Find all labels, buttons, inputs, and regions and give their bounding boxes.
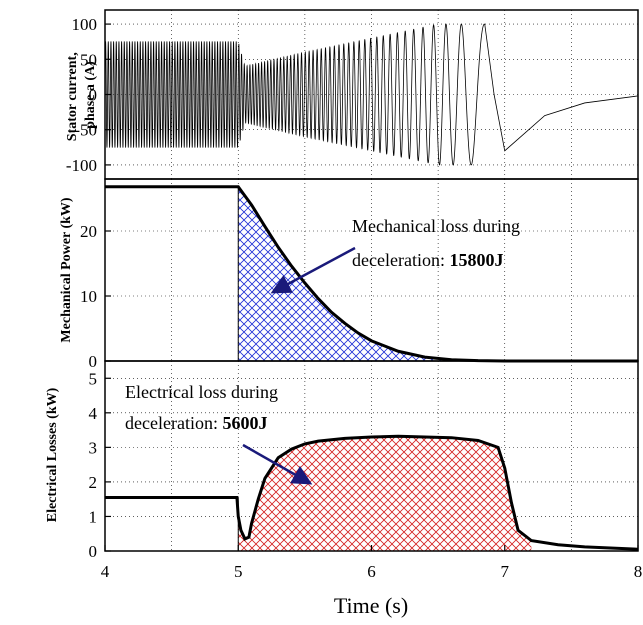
y-tick-label: 2: [89, 473, 98, 492]
x-tick-label: 7: [501, 562, 510, 581]
y-axis-label: Electrical Losses (kW): [45, 387, 60, 522]
shaded-area: [238, 436, 532, 551]
x-tick-label: 5: [234, 562, 243, 581]
y-axis-label-line1: Stator current,: [65, 52, 80, 141]
y-axis-label: Stator current, phase a (A): [65, 49, 98, 141]
plot-frame: [104, 178, 639, 362]
annotation-value: 5600J: [222, 413, 267, 433]
annotation-arrow: [270, 246, 356, 294]
x-axis-label: Time (s): [334, 593, 408, 618]
y-tick-label: 0: [89, 352, 98, 371]
plot-series: [104, 23, 639, 166]
y-tick-label: 50: [80, 50, 97, 69]
annotation-line1: Electrical loss during: [125, 382, 278, 402]
plot-series: [105, 434, 639, 551]
y-tick-label: 10: [80, 287, 97, 306]
y-tick-label: 100: [72, 15, 98, 34]
stator-current-panel: -100 -50 0 50 100 Stator current, phase a (A…: [65, 9, 639, 180]
annotation-line2-text: deceleration:: [352, 250, 449, 270]
annotation-arrow: [242, 443, 313, 485]
annotation-line1: Mechanical loss during: [352, 216, 520, 236]
y-tick-label: 3: [89, 438, 98, 457]
y-tick-labels: -100 -50 0 50 100: [66, 15, 97, 175]
grid: [105, 179, 638, 362]
x-tick-label: 8: [634, 562, 643, 581]
y-axis-label: Mechanical Power (kW): [59, 197, 74, 342]
mechanical-power-panel: 0 10 20 Mechanical Power (kW) Mechanical l…: [59, 178, 639, 371]
electrical-losses-panel: 0 1 2 3 4 5 4 5 6 7 8 Electrical Losses (kW) Elec…: [45, 360, 643, 618]
y-tick-label: 20: [80, 222, 97, 241]
annotation-line2: deceleration: 5600J: [125, 413, 267, 433]
annotation-line2-text: deceleration:: [125, 413, 222, 433]
annotation-value: 15800J: [449, 250, 503, 270]
y-tick-label: -50: [74, 121, 97, 140]
stator-current-series: [104, 23, 639, 166]
plot-series: [105, 185, 638, 363]
y-tick-label: -100: [66, 156, 97, 175]
x-tick-label: 4: [101, 562, 110, 581]
y-tick-label: 0: [89, 86, 98, 105]
y-tick-labels: 0 1 2 3 4 5: [89, 369, 98, 561]
y-tick-label: 1: [89, 507, 98, 526]
y-tick-labels: 0 10 20: [80, 222, 97, 371]
y-tick-label: 4: [89, 404, 98, 423]
x-tick-label: 6: [367, 562, 376, 581]
annotation-line2: deceleration: 15800J: [352, 250, 503, 270]
y-axis-label-line2: phase a (A): [83, 61, 98, 129]
series-line: [105, 434, 639, 551]
y-tick-label: 0: [89, 542, 98, 561]
shaded-area: [238, 186, 638, 361]
plot-frame: [104, 360, 639, 552]
y-tick-label: 5: [89, 369, 98, 388]
series-line: [105, 185, 638, 363]
